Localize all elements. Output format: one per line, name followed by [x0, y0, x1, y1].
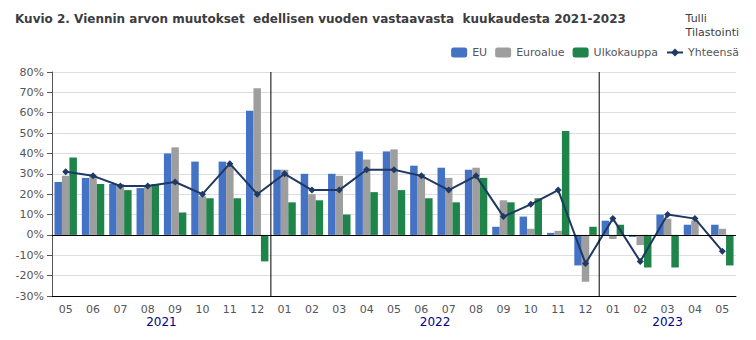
- svg-text:10: 10: [524, 303, 538, 316]
- svg-text:05: 05: [715, 303, 729, 316]
- svg-text:Tulli: Tulli: [685, 12, 707, 25]
- svg-text:10: 10: [195, 303, 209, 316]
- svg-text:0%: 0%: [27, 228, 44, 241]
- svg-text:Euroalue: Euroalue: [516, 46, 565, 59]
- svg-text:05: 05: [59, 303, 73, 316]
- svg-text:80%: 80%: [20, 66, 44, 79]
- svg-text:08: 08: [140, 303, 155, 316]
- svg-text:50%: 50%: [20, 127, 44, 140]
- svg-text:01: 01: [278, 303, 292, 316]
- svg-text:06: 06: [414, 303, 429, 316]
- svg-text:03: 03: [660, 303, 675, 316]
- svg-text:03: 03: [332, 303, 346, 316]
- svg-text:40%: 40%: [20, 147, 44, 160]
- svg-text:07: 07: [113, 303, 127, 316]
- svg-text:01: 01: [606, 303, 620, 316]
- svg-text:Kuvio 2. Viennin arvon muutoks: Kuvio 2. Viennin arvon muutokset edellis…: [15, 12, 626, 26]
- svg-text:12: 12: [250, 303, 264, 316]
- svg-text:02: 02: [633, 303, 647, 316]
- svg-text:05: 05: [387, 303, 401, 316]
- svg-text:EU: EU: [472, 46, 487, 59]
- svg-text:-20%: -20%: [16, 269, 44, 282]
- svg-text:02: 02: [305, 303, 319, 316]
- svg-text:Yhteensä: Yhteensä: [687, 46, 739, 59]
- svg-text:2023: 2023: [652, 315, 683, 329]
- svg-text:09: 09: [168, 303, 183, 316]
- svg-text:04: 04: [360, 303, 374, 316]
- svg-text:-30%: -30%: [16, 290, 44, 303]
- svg-text:2021: 2021: [146, 315, 177, 329]
- svg-text:70%: 70%: [20, 86, 44, 99]
- svg-text:Tilastointi: Tilastointi: [685, 26, 739, 39]
- svg-text:12: 12: [579, 303, 593, 316]
- svg-text:11: 11: [223, 303, 237, 316]
- svg-text:-10%: -10%: [16, 249, 44, 262]
- svg-text:10%: 10%: [20, 208, 44, 221]
- svg-text:06: 06: [86, 303, 100, 316]
- svg-text:20%: 20%: [20, 188, 44, 201]
- svg-text:11: 11: [551, 303, 565, 316]
- svg-text:Ulkokauppa: Ulkokauppa: [594, 46, 658, 59]
- svg-text:2022: 2022: [420, 315, 451, 329]
- svg-text:07: 07: [441, 303, 456, 316]
- svg-text:60%: 60%: [20, 106, 44, 119]
- svg-text:08: 08: [469, 303, 483, 316]
- svg-text:30%: 30%: [20, 167, 44, 180]
- svg-text:09: 09: [496, 303, 510, 316]
- svg-text:04: 04: [688, 303, 702, 316]
